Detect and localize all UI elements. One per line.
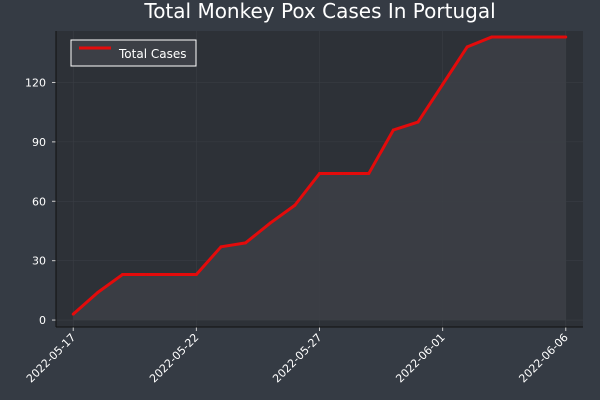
data-point (441, 82, 445, 86)
data-point (416, 120, 420, 124)
y-tick-label: 120 (25, 76, 46, 89)
data-point (490, 35, 494, 39)
data-point (564, 35, 568, 39)
legend: Total Cases (70, 39, 197, 67)
y-tick-label: 30 (32, 255, 46, 268)
y-tick-label: 0 (39, 314, 46, 327)
data-point (367, 172, 371, 176)
y-tick-label: 90 (32, 136, 46, 149)
data-point (293, 203, 297, 207)
data-point (268, 221, 272, 225)
data-point (145, 273, 149, 277)
area-fill (73, 36, 566, 321)
chart-title: Total Monkey Pox Cases In Portugal (143, 0, 495, 23)
data-point (219, 245, 223, 249)
y-axis: 0 30 60 90 120 (25, 31, 57, 327)
data-point (539, 35, 543, 39)
data-point (170, 273, 174, 277)
legend-box (70, 39, 197, 67)
series-points (71, 35, 568, 316)
legend-label-total-cases: Total Cases (118, 47, 186, 61)
y-tick-label: 60 (32, 195, 46, 208)
data-point (342, 172, 346, 176)
data-point (194, 273, 198, 277)
data-point (391, 128, 395, 132)
data-point (244, 241, 248, 245)
data-point (96, 290, 100, 294)
data-point (515, 35, 519, 39)
data-point (71, 312, 75, 316)
data-point (465, 45, 469, 49)
data-point (318, 172, 321, 176)
data-point (120, 273, 124, 277)
